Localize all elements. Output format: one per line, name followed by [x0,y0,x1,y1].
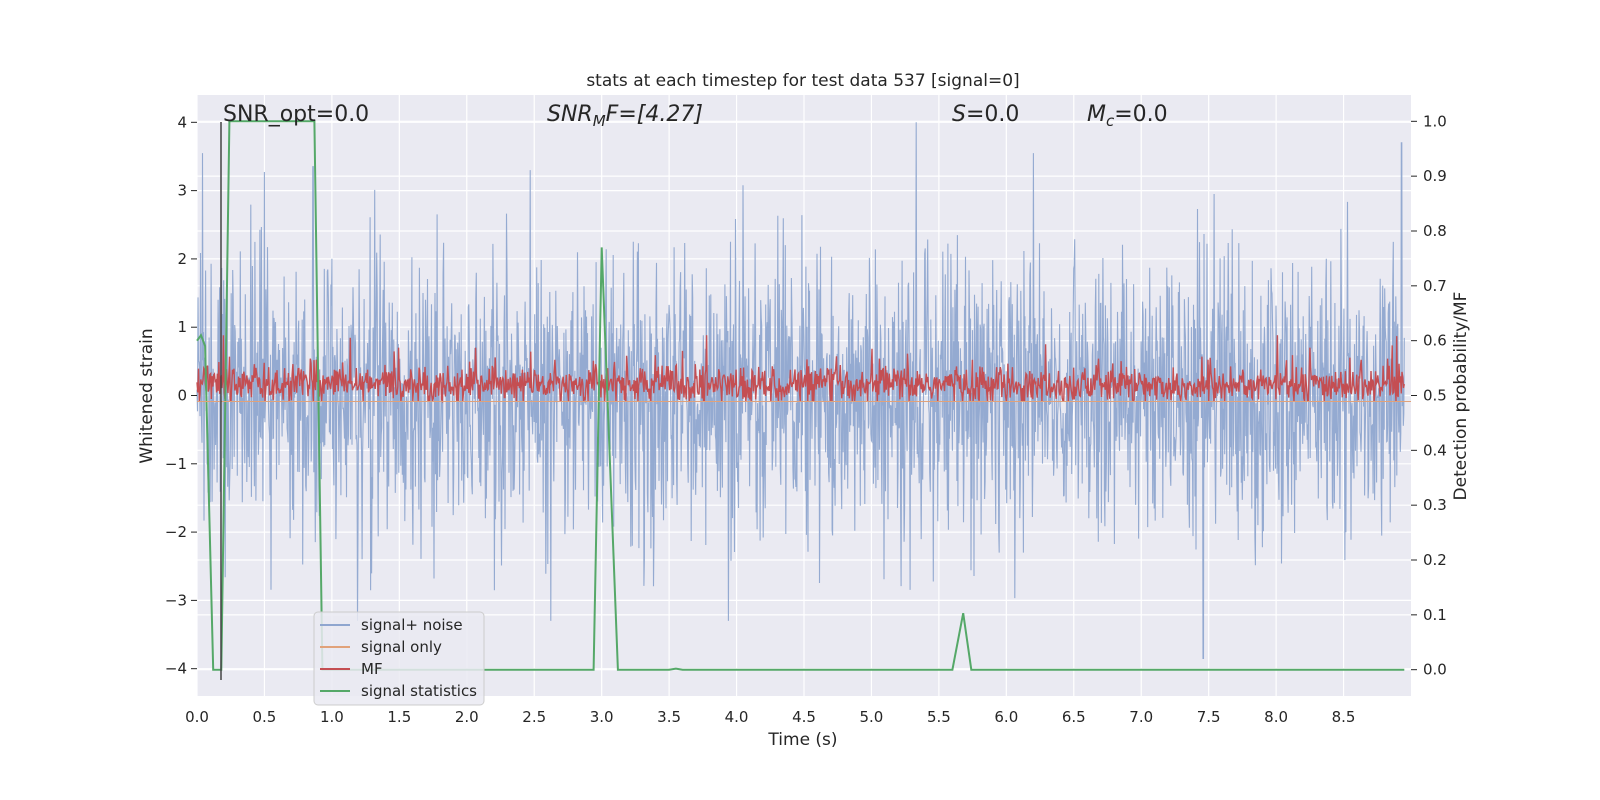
y-right-tick-label: 0.0 [1423,661,1447,679]
signal-statistics-series [196,120,1405,671]
chart-title: stats at each timestep for test data 537… [586,71,1019,91]
x-tick-label: 6.5 [1062,708,1086,726]
mc-annotation: Mc=0.0 [1087,102,1168,130]
snr-opt-annotation: SNR_opt=0.0 [223,102,369,127]
x-axis-label: Time (s) [767,730,837,750]
s-annotation: S=0.0 [952,102,1019,127]
y-tick-label: 4 [177,113,187,131]
signal-statistics-line [196,120,1405,671]
x-tick-label: 1.5 [387,708,411,726]
y-right-tick-label: 0.5 [1423,387,1447,405]
x-tick-label: 3.0 [590,708,614,726]
y-right-tick-label: 0.4 [1423,441,1447,459]
y-tick-label: −3 [165,591,187,609]
y-right-tick-label: 0.7 [1423,277,1447,295]
x-tick-label: 7.5 [1197,708,1221,726]
x-tick-label: 7.0 [1129,708,1153,726]
y-right-tick-label: 0.3 [1423,496,1447,514]
mf-line [196,335,1405,404]
y-tick-label: 3 [177,182,187,200]
y-axis-label: Whitened strain [137,328,157,463]
legend: signal+ noise signal only MF signal stat… [313,611,485,706]
y-tick-label: −4 [165,660,187,678]
y-right-tick-label: 0.6 [1423,332,1447,350]
x-tick-label: 6.0 [994,708,1018,726]
y-right-tick-label: 1.0 [1423,112,1447,130]
x-tick-label: 4.0 [725,708,749,726]
snr-mf-annotation: SNRMF=[4.27] [547,102,703,130]
mf-series [196,335,1405,404]
y-right-tick-label: 0.8 [1423,222,1447,240]
y-tick-label: 1 [177,318,187,336]
legend-label-mf: MF [361,660,383,678]
x-tick-labels: 0.0 0.5 1.0 1.5 2.0 2.5 3.0 3.5 4.0 4.5 5.0 5.5 6.0 6… [185,708,1355,726]
x-tick-label: 1.0 [320,708,344,726]
legend-label-stats: signal statistics [361,682,477,700]
x-tick-label: 3.5 [657,708,681,726]
y-tick-labels: 4 3 2 1 0 −1 −2 −3 −4 [165,113,197,678]
y-tick-label: −1 [165,455,187,473]
y-right-tick-label: 0.1 [1423,606,1447,624]
x-tick-label: 2.5 [522,708,546,726]
x-tick-label: 5.5 [927,708,951,726]
x-tick-label: 4.5 [792,708,816,726]
legend-label-signal-only: signal only [361,638,442,656]
legend-label-noise: signal+ noise [361,616,463,634]
x-tick-label: 2.0 [455,708,479,726]
y-tick-label: 2 [177,250,187,268]
x-tick-label: 0.0 [185,708,209,726]
y-right-axis-label: Detection probability/MF [1451,292,1471,501]
x-tick-label: 8.0 [1264,708,1288,726]
x-tick-label: 0.5 [253,708,277,726]
y-right-tick-label: 0.9 [1423,167,1447,185]
y-tick-label: 0 [177,387,187,405]
x-tick-label: 8.5 [1332,708,1356,726]
x-tick-label: 5.0 [860,708,884,726]
y-right-tick-label: 0.2 [1423,551,1447,569]
y-tick-label: −2 [165,523,187,541]
y-right-tick-labels: 1.0 0.9 0.8 0.7 0.6 0.5 0.4 0.3 0.2 0.1 0.0 [1411,112,1447,679]
